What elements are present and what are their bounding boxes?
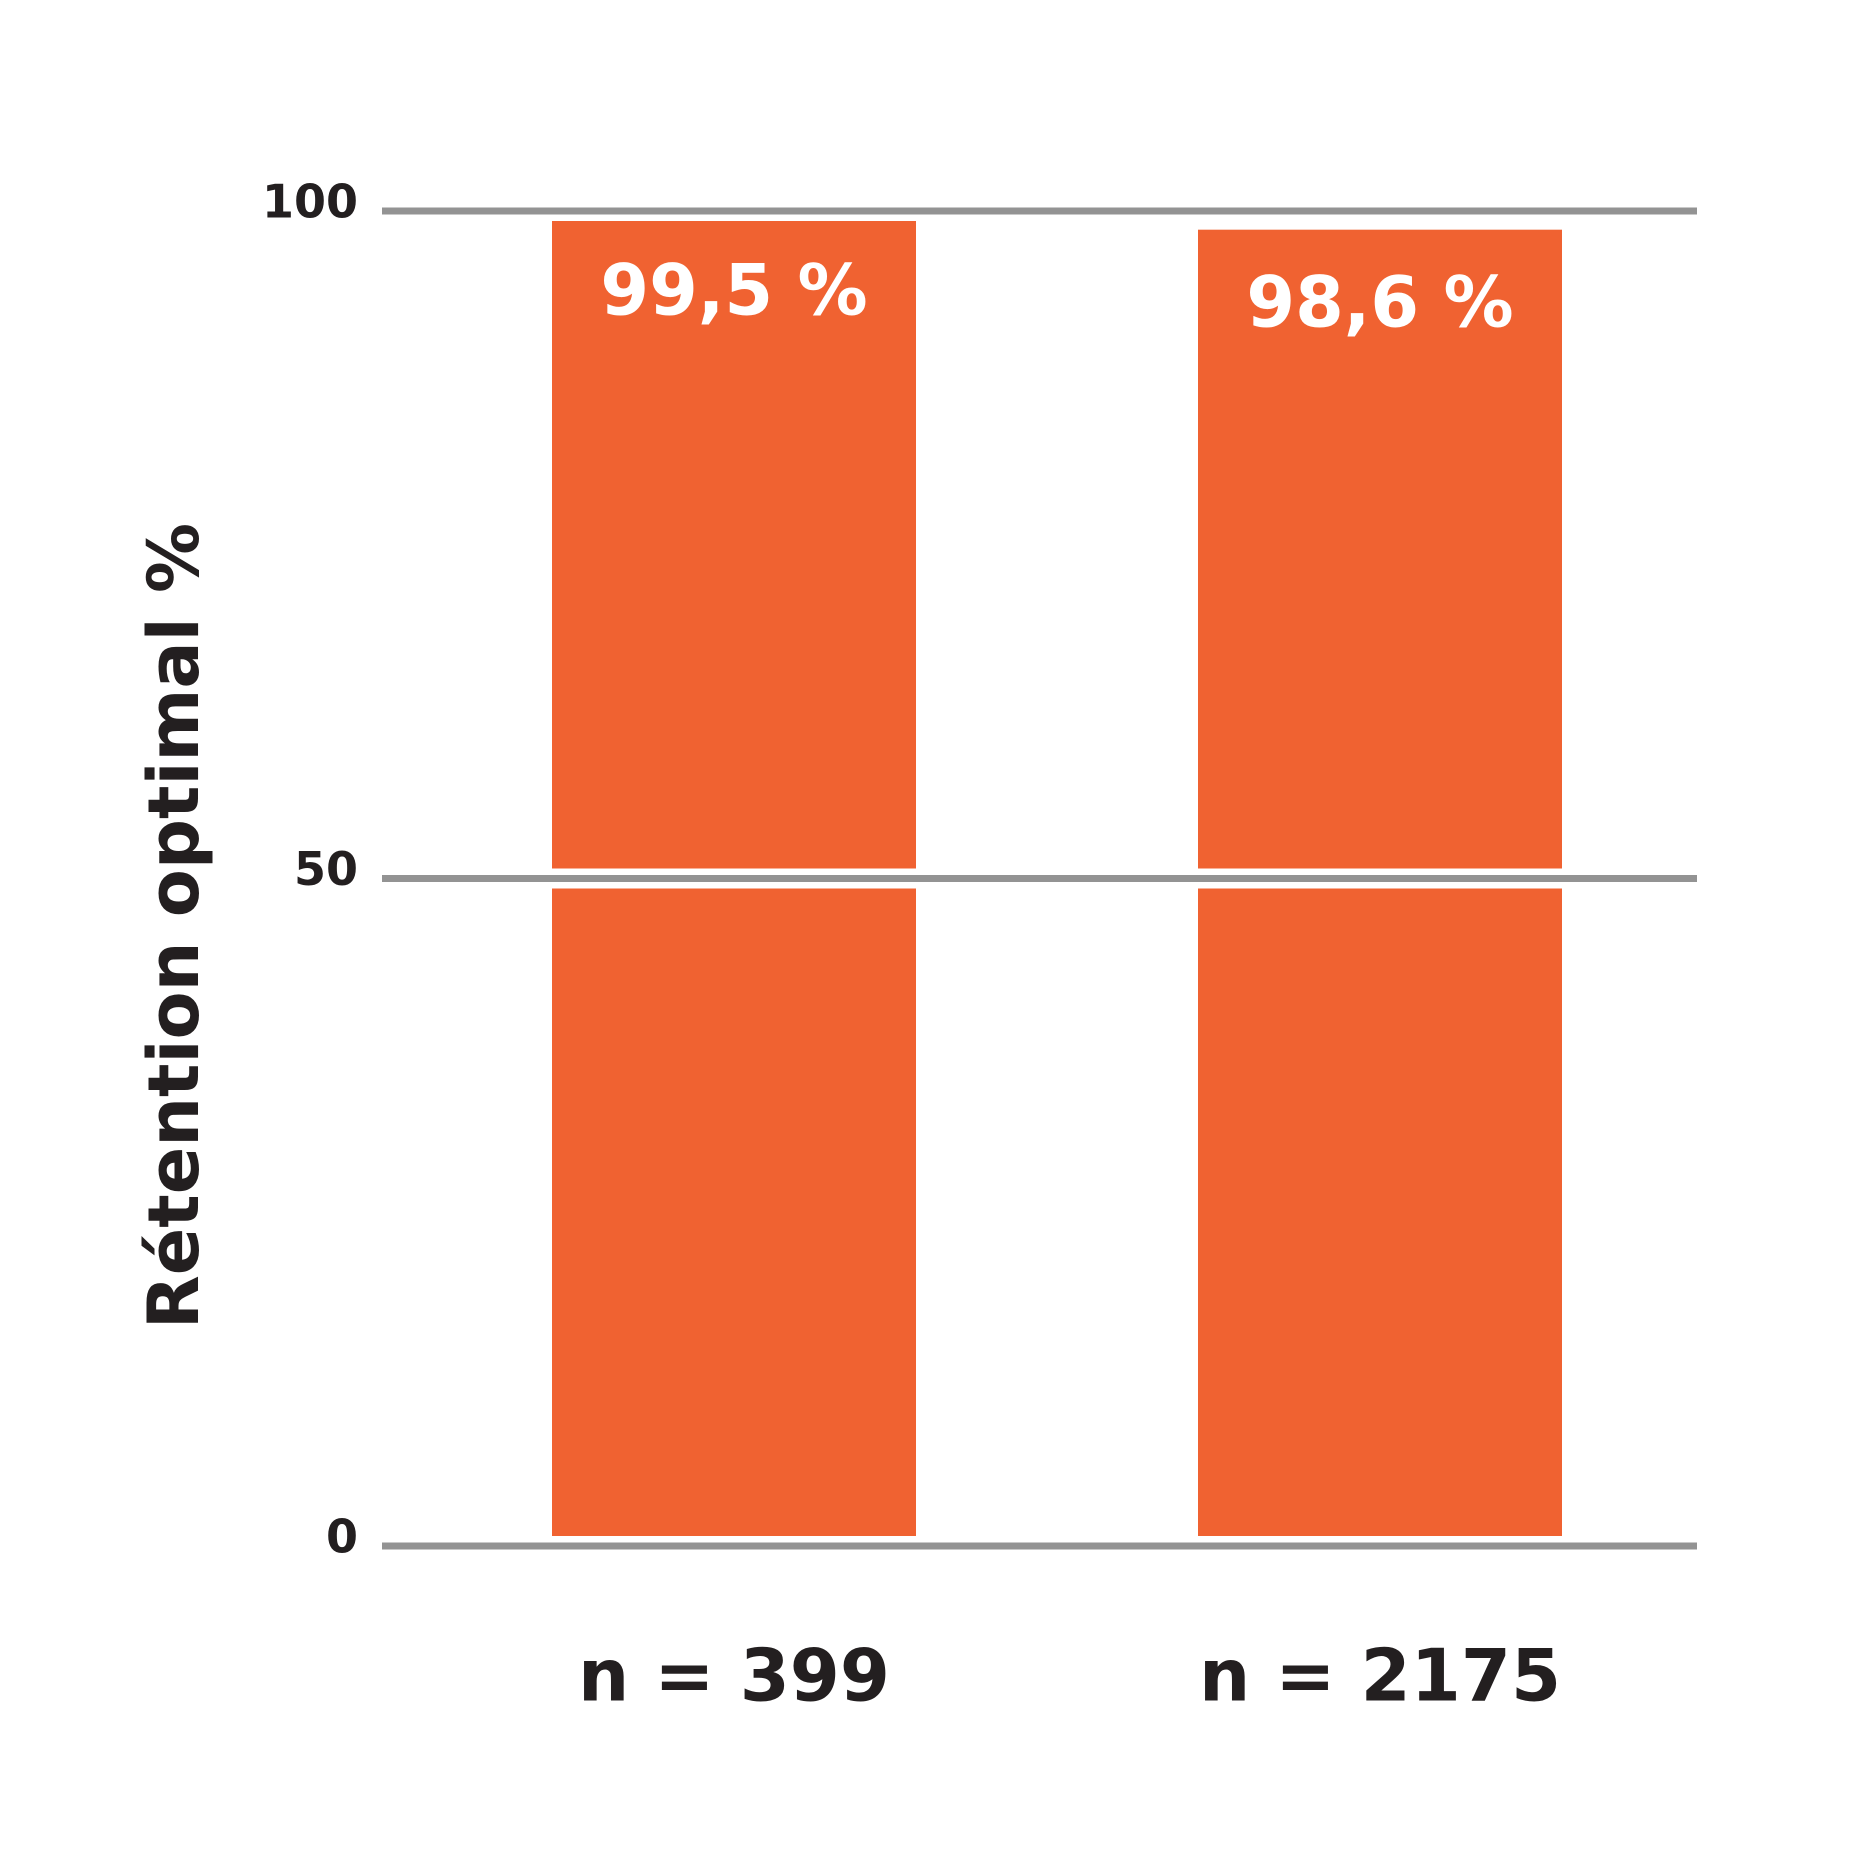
- value-label: 99,5 %: [600, 250, 867, 332]
- x-tick-label: n = 399: [578, 1634, 890, 1718]
- y-tick-label: 100: [262, 175, 358, 229]
- y-axis-title: Rétention optimal %: [133, 523, 215, 1329]
- y-tick-label: 0: [326, 1510, 358, 1564]
- y-tick-label: 50: [294, 842, 358, 896]
- x-tick-label: n = 2175: [1199, 1634, 1561, 1718]
- value-label: 98,6 %: [1246, 262, 1513, 344]
